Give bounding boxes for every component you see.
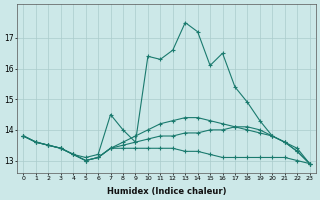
X-axis label: Humidex (Indice chaleur): Humidex (Indice chaleur) [107, 187, 226, 196]
